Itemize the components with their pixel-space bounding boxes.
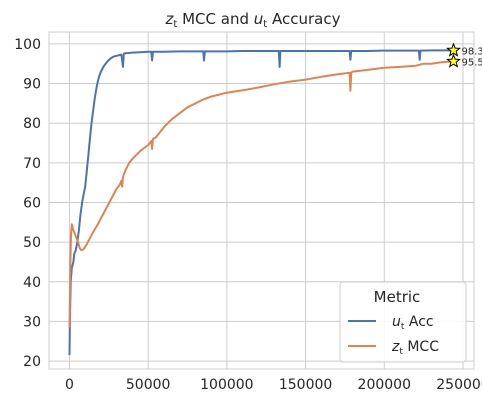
series-lines bbox=[68, 49, 454, 356]
x-tick-label: 150000 bbox=[279, 377, 332, 393]
x-tick-label: 200000 bbox=[358, 377, 411, 393]
final-value-u_acc: 98.37 bbox=[462, 46, 482, 57]
x-tick-label: 250000 bbox=[436, 377, 482, 393]
legend-label-u-acc: ut Acc bbox=[392, 314, 434, 332]
legend-title: Metric bbox=[374, 288, 421, 306]
y-tick-label: 40 bbox=[23, 275, 41, 291]
star-marker-u_acc bbox=[446, 42, 462, 57]
y-tick-label: 70 bbox=[23, 156, 41, 172]
y-tick-label: 50 bbox=[23, 235, 41, 251]
end-markers: 98.3795.59 bbox=[446, 42, 482, 68]
legend-label-z-mcc: zt MCC bbox=[391, 339, 439, 357]
y-tick-label: 80 bbox=[23, 116, 41, 132]
y-tick-label: 20 bbox=[23, 354, 41, 370]
y-tick-labels: 20 30 40 50 60 70 80 90 100 bbox=[14, 37, 41, 370]
x-tick-labels: 0 50000 100000 150000 200000 250000 bbox=[65, 377, 482, 393]
y-tick-label: 90 bbox=[23, 77, 41, 93]
final-value-z_mcc: 95.59 bbox=[462, 57, 482, 68]
x-tick-label: 100000 bbox=[200, 377, 253, 393]
chart-title: zt MCC and ut Accuracy bbox=[165, 10, 341, 30]
series-line-u_acc bbox=[68, 49, 454, 356]
y-tick-label: 60 bbox=[23, 195, 41, 211]
series-line-z_mcc bbox=[68, 60, 454, 328]
legend-box bbox=[339, 281, 467, 363]
legend: Metric ut Acc zt MCC bbox=[339, 281, 467, 363]
y-tick-label: 30 bbox=[23, 314, 41, 330]
star-marker-z_mcc bbox=[446, 53, 462, 68]
x-tick-label: 0 bbox=[65, 377, 74, 393]
y-tick-label: 100 bbox=[14, 37, 41, 53]
x-tick-label: 50000 bbox=[126, 377, 171, 393]
